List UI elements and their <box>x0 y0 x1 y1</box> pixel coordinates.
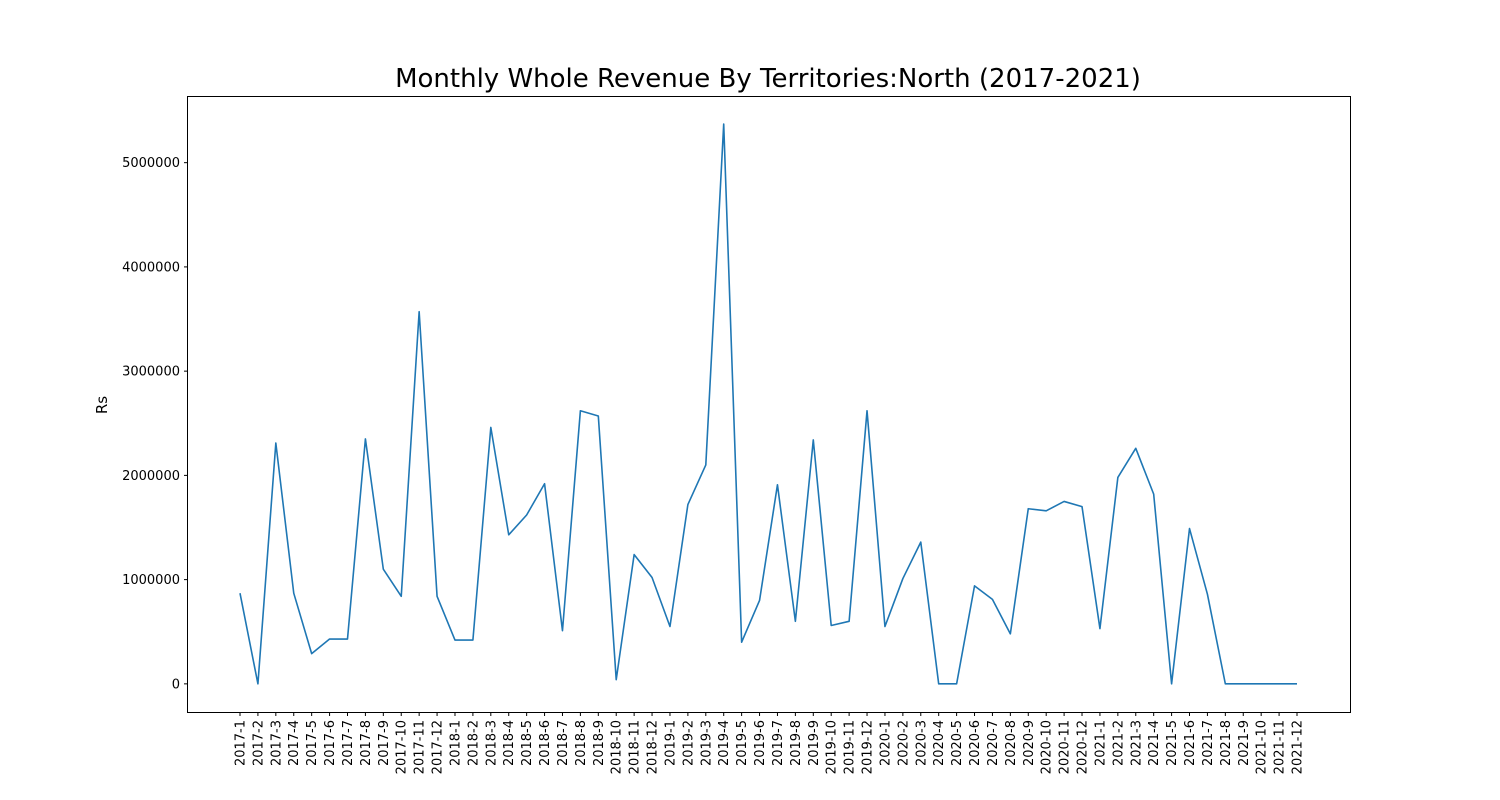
x-tick-label: 2019-6 <box>753 720 768 766</box>
x-tick-label: 2019-12 <box>861 720 876 774</box>
x-tick-label: 2019-8 <box>789 720 804 766</box>
x-tick-label: 2019-2 <box>681 720 696 766</box>
x-tick-label: 2018-6 <box>538 720 553 766</box>
series-group <box>239 123 1297 685</box>
chart-title: Monthly Whole Revenue By Territories:Nor… <box>395 64 1141 94</box>
x-tick-label: 2018-2 <box>466 720 481 766</box>
x-tick-label: 2017-9 <box>377 720 392 766</box>
x-tick-label: 2021-6 <box>1183 720 1198 766</box>
x-tick-label: 2021-3 <box>1129 720 1144 766</box>
x-tick-label: 2020-9 <box>1022 720 1037 766</box>
revenue-line <box>239 123 1297 685</box>
x-tick-label: 2021-9 <box>1237 720 1252 766</box>
y-tick-label: 2000000 <box>122 469 180 484</box>
x-tick-label: 2018-10 <box>610 720 625 774</box>
plot-area-frame <box>187 96 1351 713</box>
x-tick-label: 2017-7 <box>341 720 356 766</box>
y-tick-label: 0 <box>172 677 180 692</box>
x-tick-label: 2020-10 <box>1040 720 1055 774</box>
y-tick-label: 1000000 <box>122 573 180 588</box>
x-tick-label: 2019-7 <box>771 720 786 766</box>
x-tick-label: 2020-11 <box>1058 720 1073 774</box>
y-tick-label: 4000000 <box>122 260 180 275</box>
x-tick-label: 2019-11 <box>843 720 858 774</box>
x-tick-label: 2019-4 <box>717 720 732 766</box>
x-tick-label: 2017-10 <box>395 720 410 774</box>
x-tick-label: 2018-5 <box>520 720 535 766</box>
x-tick-label: 2017-5 <box>305 720 320 766</box>
x-tick-label: 2020-6 <box>968 720 983 766</box>
x-tick-label: 2017-11 <box>413 720 428 774</box>
x-tick-label: 2018-4 <box>502 720 517 766</box>
y-tick-label: 5000000 <box>122 156 180 171</box>
x-tick-label: 2021-11 <box>1273 720 1288 774</box>
x-tick-label: 2017-3 <box>269 720 284 766</box>
x-tick-label: 2020-12 <box>1076 720 1091 774</box>
x-tick-label: 2020-1 <box>878 720 893 766</box>
x-axis: 2017-1 2017-2 2017-3 2017-4 2017-5 2017-6 2017… <box>234 712 1306 774</box>
x-tick-label: 2021-10 <box>1255 720 1270 774</box>
y-axis-label: Rs <box>93 396 111 414</box>
x-tick-label: 2020-4 <box>932 720 947 766</box>
x-tick-label: 2021-7 <box>1201 720 1216 766</box>
x-tick-label: 2020-7 <box>986 720 1001 766</box>
x-tick-label: 2018-12 <box>646 720 661 774</box>
x-tick-label: 2020-3 <box>914 720 929 766</box>
x-tick-label: 2021-4 <box>1147 720 1162 766</box>
x-tick-label: 2021-8 <box>1219 720 1234 766</box>
x-tick-label: 2021-12 <box>1291 720 1306 774</box>
x-tick-label: 2021-2 <box>1111 720 1126 766</box>
x-tick-label: 2019-10 <box>825 720 840 774</box>
y-axis: 0 1000000 2000000 3000000 4000000 5000000 <box>122 156 188 692</box>
x-tick-label: 2018-1 <box>448 720 463 766</box>
x-tick-label: 2018-8 <box>574 720 589 766</box>
x-tick-label: 2018-11 <box>628 720 643 774</box>
x-tick-label: 2018-3 <box>484 720 499 766</box>
x-tick-label: 2017-1 <box>234 720 249 766</box>
x-tick-label: 2017-6 <box>323 720 338 766</box>
x-tick-label: 2017-2 <box>251 720 266 766</box>
x-tick-label: 2021-1 <box>1093 720 1108 766</box>
x-tick-label: 2020-8 <box>1004 720 1019 766</box>
x-tick-label: 2017-4 <box>287 720 302 766</box>
x-tick-label: 2019-3 <box>699 720 714 766</box>
x-tick-label: 2018-7 <box>556 720 571 766</box>
x-tick-label: 2019-1 <box>663 720 678 766</box>
y-tick-label: 3000000 <box>122 365 180 380</box>
x-tick-label: 2020-5 <box>950 720 965 766</box>
x-tick-label: 2017-8 <box>359 720 374 766</box>
x-tick-label: 2019-5 <box>735 720 750 766</box>
x-tick-label: 2020-2 <box>896 720 911 766</box>
x-tick-label: 2021-5 <box>1165 720 1180 766</box>
x-tick-label: 2019-9 <box>807 720 822 766</box>
x-tick-label: 2017-12 <box>431 720 446 774</box>
x-tick-label: 2018-9 <box>592 720 607 766</box>
